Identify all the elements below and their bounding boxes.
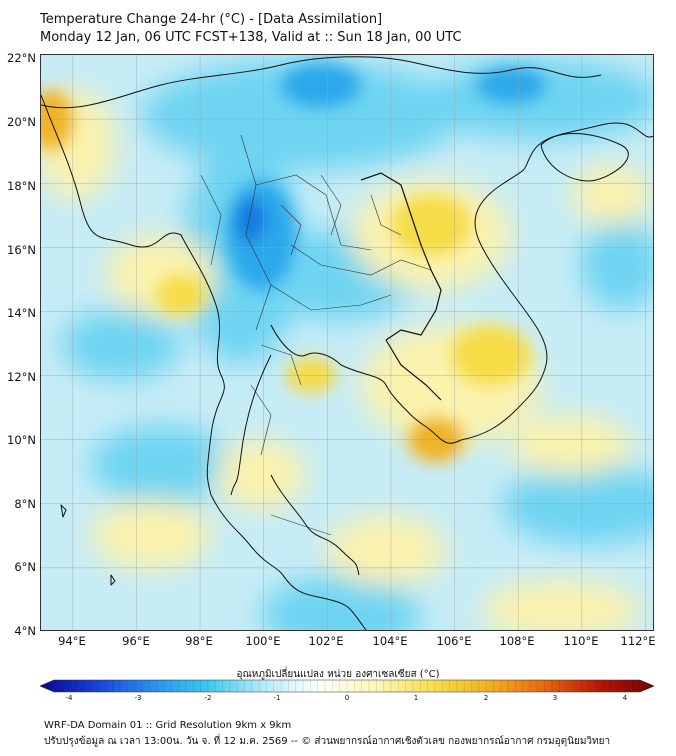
- country-borders: [200, 134, 432, 536]
- cooler-anomaly: [281, 63, 361, 107]
- hot-anomaly: [41, 90, 73, 150]
- mainland-coastline: [41, 94, 182, 248]
- lon-label-108e: 108°E: [499, 634, 535, 648]
- border-line: [250, 384, 272, 456]
- lon-label-94e: 94°E: [58, 634, 86, 648]
- mainland-coastline: [270, 324, 342, 366]
- coldest-anomaly: [235, 198, 267, 242]
- lon-label-96e: 96°E: [122, 634, 150, 648]
- lon-label-110e: 110°E: [563, 634, 599, 648]
- lat-label-8n: 8°N: [14, 497, 36, 511]
- mainland-coastline: [210, 494, 367, 630]
- chart-subtitle: Monday 12 Jan, 06 UTC FCST+138, Valid at…: [40, 30, 462, 45]
- lat-label-6n: 6°N: [14, 560, 36, 574]
- cool-anomaly: [261, 575, 421, 630]
- colorbar-minor-ticks: [61, 680, 633, 692]
- lon-label-106e: 106°E: [436, 634, 472, 648]
- cool-anomaly: [581, 220, 653, 310]
- lat-label-12n: 12°N: [7, 370, 36, 384]
- island-coastline: [60, 504, 67, 518]
- lat-label-22n: 22°N: [7, 51, 36, 65]
- island-coastline: [110, 574, 116, 586]
- colorbar-tick: -1: [273, 694, 281, 702]
- border-line: [385, 309, 437, 341]
- border-line: [270, 284, 392, 311]
- chart-title: Temperature Change 24-hr (°C) - [Data As…: [40, 12, 383, 27]
- border-line: [360, 172, 442, 311]
- mainland-coastline: [270, 474, 360, 576]
- island-coastline: [540, 132, 629, 182]
- footer-credit: ปรับปรุงข้อมูล ณ เวลา 13:00น. วัน จ. ที่…: [44, 736, 611, 747]
- border-line: [385, 339, 442, 401]
- cool-anomaly: [91, 425, 231, 505]
- cool-anomaly: [421, 60, 653, 140]
- mainland-coastline: [460, 122, 653, 441]
- mainland-coastline: [340, 364, 462, 444]
- colorbar-tick: 1: [413, 694, 419, 702]
- border-line: [320, 174, 342, 236]
- colorbar-tick: -4: [65, 694, 73, 702]
- coastlines: [41, 56, 653, 630]
- map-panel: [40, 54, 654, 631]
- lon-label-104e: 104°E: [372, 634, 408, 648]
- warm-anomaly: [571, 165, 651, 225]
- lat-label-4n: 4°N: [14, 624, 36, 638]
- mainland-coastline: [180, 234, 225, 496]
- warmer-anomaly: [156, 275, 206, 315]
- warm-anomaly: [216, 440, 306, 510]
- lon-label-102e: 102°E: [308, 634, 344, 648]
- lon-label-112e: 112°E: [620, 634, 656, 648]
- warmer-anomaly: [391, 195, 471, 255]
- footer-domain-info: WRF-DA Domain 01 :: Grid Resolution 9km …: [44, 720, 292, 731]
- colorbar-fill: [40, 679, 654, 693]
- lat-label-16n: 16°N: [7, 243, 36, 257]
- graticule: [41, 55, 653, 630]
- colorbar-tick: 0: [344, 694, 350, 702]
- international-borders: [360, 172, 442, 401]
- lat-label-10n: 10°N: [7, 433, 36, 447]
- warmer-anomaly: [286, 357, 336, 393]
- warmer-anomaly: [451, 325, 531, 385]
- mainland-coastline: [230, 354, 272, 496]
- colorbar-tick: 2: [483, 694, 489, 702]
- colorbar-tick: -2: [204, 694, 212, 702]
- colorbar-tick: 3: [552, 694, 558, 702]
- warm-anomaly: [511, 415, 631, 475]
- colorbar: [40, 679, 654, 693]
- lat-label-14n: 14°N: [7, 306, 36, 320]
- colorbar-tick: 4: [622, 694, 628, 702]
- border-line: [370, 194, 402, 236]
- lon-label-100e: 100°E: [245, 634, 281, 648]
- colorbar-tick: -3: [134, 694, 142, 702]
- warm-anomaly: [91, 500, 211, 570]
- border-line: [260, 344, 302, 386]
- mainland-coastline: [41, 56, 602, 109]
- border-line: [255, 174, 372, 251]
- cool-anomaly: [61, 310, 181, 380]
- border-line: [280, 204, 302, 256]
- warm-anomaly: [326, 515, 446, 585]
- cool-anomaly: [141, 60, 461, 170]
- cool-anomaly: [501, 465, 653, 545]
- border-line: [290, 244, 432, 276]
- border-line: [270, 514, 332, 536]
- colorbar-title: อุณหภูมิเปลี่ยนแปลง หน่วย องศาเซลเซียส (…: [236, 669, 440, 680]
- cooler-anomaly: [476, 67, 546, 103]
- border-line: [200, 174, 222, 266]
- lon-label-98e: 98°E: [185, 634, 213, 648]
- temperature-field-detail: [41, 63, 546, 462]
- warm-anomaly: [481, 580, 641, 630]
- hot-anomaly: [408, 418, 464, 462]
- temperature-change-map: [41, 55, 653, 630]
- border-line: [240, 134, 272, 331]
- lat-label-20n: 20°N: [7, 115, 36, 129]
- lat-label-18n: 18°N: [7, 179, 36, 193]
